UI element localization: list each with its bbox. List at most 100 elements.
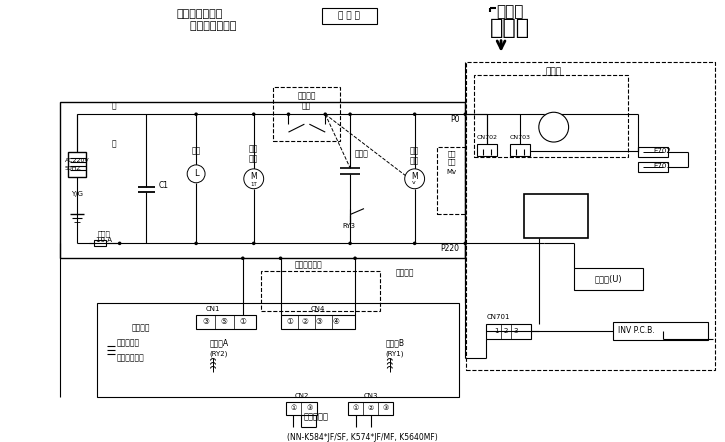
Text: ③: ③ [306, 405, 312, 411]
Text: 炉灯: 炉灯 [191, 146, 201, 156]
Text: 继电器B: 继电器B [385, 338, 405, 347]
Text: ③: ③ [383, 405, 389, 411]
Text: ①: ① [353, 405, 359, 411]
Text: 初级碰锁: 初级碰锁 [297, 92, 315, 101]
Bar [60, 102, 465, 258]
Text: Y/G: Y/G [71, 191, 83, 197]
Bar [486, 324, 531, 339]
Bar [474, 76, 628, 157]
Circle shape [194, 112, 198, 116]
Text: 蓝: 蓝 [112, 102, 116, 111]
Text: 1T: 1T [250, 182, 257, 187]
Text: 数据程序电路: 数据程序电路 [117, 353, 144, 362]
Text: v: v [412, 180, 415, 185]
Text: ⑤: ⑤ [220, 317, 228, 326]
Text: E701: E701 [653, 163, 671, 169]
Text: 新 高 压: 新 高 压 [338, 11, 360, 20]
Circle shape [252, 242, 255, 245]
Bar [286, 402, 318, 415]
Text: 压敏电阻: 压敏电阻 [131, 323, 150, 332]
Text: P220: P220 [440, 244, 460, 253]
Text: (RY1): (RY1) [386, 351, 404, 357]
Text: 高压区: 高压区 [490, 18, 530, 38]
Text: E702: E702 [653, 148, 671, 154]
Circle shape [252, 112, 255, 116]
Text: 保险丝: 保险丝 [97, 230, 110, 237]
Text: 热敏电阻: 热敏电阻 [395, 269, 414, 278]
Text: CN2: CN2 [294, 393, 309, 399]
Text: ①: ① [290, 405, 297, 411]
Text: ④: ④ [333, 317, 339, 326]
Text: M: M [411, 172, 418, 181]
Text: CN1: CN1 [206, 306, 220, 312]
Text: CN703: CN703 [510, 134, 531, 140]
Text: 注：炉门关闭。: 注：炉门关闭。 [176, 9, 223, 19]
Text: 注意：: 注意： [496, 4, 523, 19]
Text: 开关: 开关 [447, 159, 455, 165]
Text: 棕: 棕 [112, 140, 116, 149]
Text: CN701: CN701 [486, 314, 510, 320]
Circle shape [187, 165, 205, 183]
Text: Mv: Mv [447, 169, 457, 175]
Text: ③: ③ [202, 317, 210, 326]
Circle shape [463, 242, 467, 245]
Circle shape [405, 169, 425, 189]
Text: CN3: CN3 [363, 393, 378, 399]
Text: 蒸汽感应器: 蒸汽感应器 [304, 413, 329, 422]
Text: 风扇: 风扇 [410, 146, 419, 156]
Circle shape [118, 242, 121, 245]
Circle shape [286, 112, 290, 116]
Circle shape [353, 256, 357, 260]
Circle shape [413, 112, 416, 116]
Bar [613, 322, 708, 340]
Circle shape [348, 112, 352, 116]
Text: AC220V: AC220V [65, 158, 90, 164]
Bar [348, 402, 393, 415]
Text: 1: 1 [494, 328, 498, 334]
Text: 开关: 开关 [302, 102, 311, 111]
Text: 低压变压器: 低压变压器 [117, 338, 140, 347]
Circle shape [241, 256, 244, 260]
Bar [638, 147, 668, 157]
Bar [273, 88, 340, 141]
Text: 50HZ: 50HZ [65, 166, 82, 171]
Circle shape [463, 112, 467, 116]
Text: 2: 2 [504, 328, 508, 334]
Bar [196, 315, 256, 329]
Text: ①: ① [239, 317, 246, 326]
Bar [323, 8, 377, 24]
Text: INV P.C.B.: INV P.C.B. [618, 326, 655, 335]
Bar [466, 61, 715, 370]
Bar [281, 315, 355, 329]
Text: 继电器A: 继电器A [210, 338, 228, 347]
Text: RY3: RY3 [342, 224, 355, 229]
Circle shape [413, 242, 416, 245]
Text: 转盘: 转盘 [249, 145, 258, 153]
Text: CN4: CN4 [310, 306, 325, 312]
Text: (NN-K584*JF/SF, K574*JF/MF, K5640MF): (NN-K584*JF/SF, K574*JF/MF, K5640MF) [286, 433, 437, 442]
Text: 微波炉不工作。: 微波炉不工作。 [176, 21, 236, 31]
Bar [524, 194, 589, 238]
Bar [436, 147, 465, 213]
Circle shape [279, 256, 282, 260]
Text: 加热器: 加热器 [355, 149, 369, 159]
Text: ②: ② [301, 317, 308, 326]
Text: CN702: CN702 [476, 134, 497, 140]
Bar [510, 144, 530, 156]
Text: M: M [250, 172, 257, 181]
Circle shape [348, 242, 352, 245]
Text: L: L [194, 169, 199, 178]
Bar [94, 240, 106, 246]
Text: 10 A: 10 A [96, 237, 112, 244]
Bar [68, 152, 86, 177]
Text: 电机: 电机 [410, 156, 419, 165]
Bar [573, 268, 643, 290]
Text: C1: C1 [158, 181, 168, 190]
Text: (RY2): (RY2) [210, 351, 228, 357]
Text: P0: P0 [450, 114, 460, 124]
Bar [261, 271, 380, 311]
Bar [638, 162, 668, 172]
Bar [477, 144, 497, 156]
Text: 磁控管: 磁控管 [546, 67, 562, 76]
Text: 3: 3 [514, 328, 518, 334]
